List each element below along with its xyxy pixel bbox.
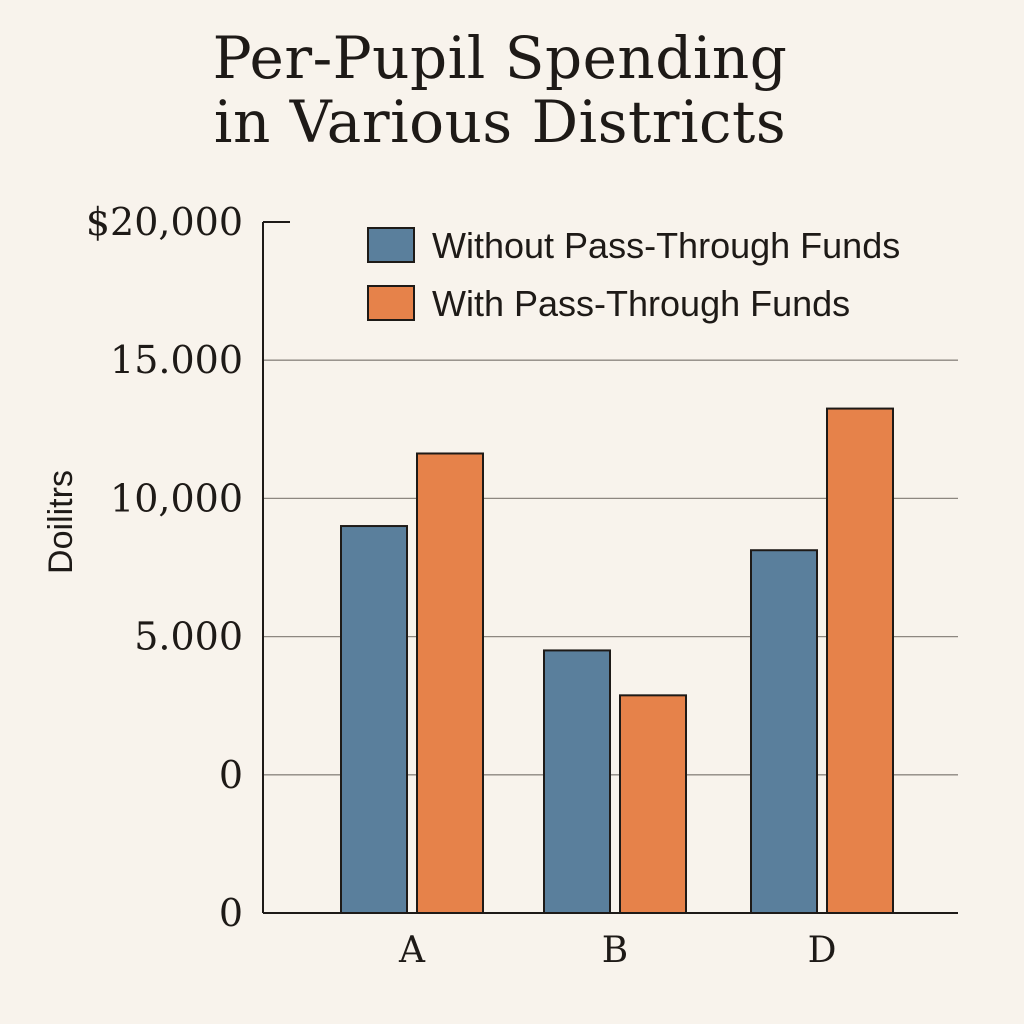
bar-b-without-pass-through [543,649,611,914]
y-tick-label: $20,000 [86,200,243,244]
bar-a-without-pass-through [340,525,408,914]
chart-title-line-1: Per-Pupil Spending [212,24,788,92]
legend-swatch [367,285,415,321]
y-tick-label: 15.000 [110,338,243,382]
x-category-label: A [398,930,426,971]
y-tick-label: 0 [219,753,243,797]
bar-b-with-pass-through [619,694,687,915]
x-category-label: D [808,930,837,971]
y-tick-labels: 0 0 5.000 10,000 15.000 $20,000 [86,200,243,935]
legend: Without Pass-Through Funds With Pass-Thro… [367,225,900,324]
chart-title: Per-Pupil Spending in Various Districts [0,26,1000,154]
bar-a-with-pass-through [416,452,484,914]
legend-swatch [367,227,415,263]
y-axis-label: Doilitrs [42,470,80,574]
chart-title-line-2: in Various Districts [213,88,787,156]
x-category-label: B [602,930,628,971]
bar-d-without-pass-through [750,549,818,914]
legend-label: With Pass-Through Funds [432,283,850,324]
legend-label: Without Pass-Through Funds [432,225,900,266]
bars [340,407,894,915]
y-tick-label: 5.000 [134,615,243,659]
y-tick-label: 0 [219,891,243,935]
bar-d-with-pass-through [826,407,894,914]
y-tick-label: 10,000 [110,476,243,520]
